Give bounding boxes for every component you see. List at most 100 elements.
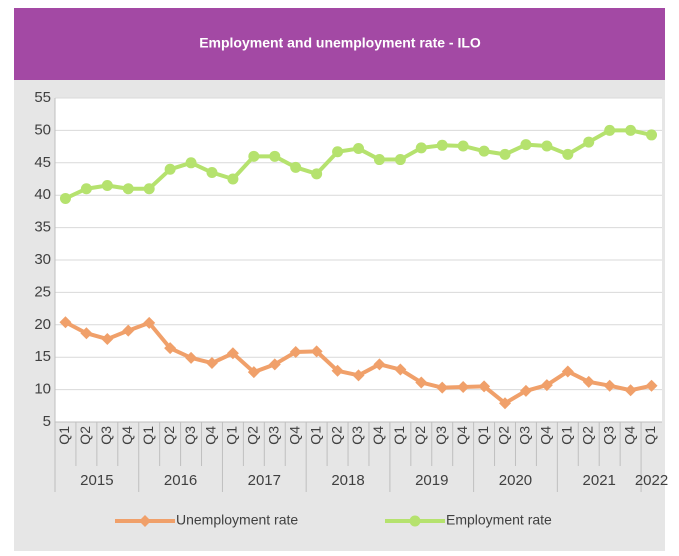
data-point [164, 163, 176, 175]
x-tick-label: Q3 [433, 426, 449, 445]
data-point [540, 379, 553, 392]
data-point [331, 364, 344, 377]
legend-marker [409, 515, 421, 527]
data-point [101, 333, 114, 346]
data-point [645, 379, 658, 392]
data-point [205, 357, 218, 370]
x-tick-label: Q3 [349, 426, 365, 445]
data-point [373, 358, 386, 371]
data-point [478, 145, 490, 157]
data-point [59, 316, 72, 329]
y-tick-label: 10 [34, 381, 51, 398]
y-tick-label: 25 [34, 283, 51, 300]
title-banner [14, 8, 665, 80]
data-point [122, 324, 135, 337]
data-point [332, 146, 344, 158]
x-tick-label: Q2 [77, 426, 93, 445]
x-tick-label: Q4 [203, 426, 219, 445]
x-group-label: 2016 [164, 472, 197, 489]
x-tick-label: Q4 [621, 426, 637, 445]
data-point [519, 384, 532, 397]
data-point [311, 168, 323, 180]
data-point [394, 363, 407, 376]
x-tick-label: Q4 [538, 426, 554, 445]
data-point [352, 369, 365, 382]
data-point [582, 375, 595, 388]
x-tick-label: Q2 [412, 426, 428, 445]
data-point [541, 140, 553, 152]
x-tick-label: Q1 [224, 426, 240, 445]
x-tick-label: Q1 [140, 426, 156, 445]
y-tick-label: 45 [34, 154, 51, 171]
x-tick-label: Q1 [391, 426, 407, 445]
data-point [561, 365, 574, 378]
x-tick-label: Q4 [370, 426, 386, 445]
data-point [80, 183, 92, 195]
y-tick-label: 30 [34, 251, 51, 268]
data-point [248, 150, 260, 162]
data-point [122, 183, 134, 195]
data-point [394, 154, 406, 166]
data-point [247, 366, 260, 379]
x-tick-label: Q4 [454, 426, 470, 445]
x-group-label: 2022 [635, 472, 668, 489]
chart-title: Employment and unemployment rate - ILO [199, 35, 481, 51]
data-point [185, 157, 197, 169]
x-tick-label: Q1 [475, 426, 491, 445]
data-point [436, 139, 448, 151]
x-group-label: 2019 [415, 472, 448, 489]
x-tick-label: Q4 [286, 426, 302, 445]
x-group-label: 2020 [499, 472, 532, 489]
legend-label: Unemployment rate [176, 512, 298, 528]
x-group-label: 2018 [331, 472, 364, 489]
data-point [520, 139, 532, 151]
x-tick-label: Q1 [307, 426, 323, 445]
x-tick-label: Q1 [642, 426, 658, 445]
data-point [603, 379, 616, 392]
y-tick-label: 20 [34, 316, 51, 333]
data-point [373, 154, 385, 166]
data-point [499, 397, 512, 410]
x-tick-label: Q2 [579, 426, 595, 445]
data-point [143, 183, 155, 195]
data-point [457, 381, 470, 394]
x-group-label: 2015 [80, 472, 113, 489]
data-point [227, 173, 239, 185]
data-point [310, 345, 323, 358]
data-point [604, 124, 616, 136]
y-tick-label: 35 [34, 219, 51, 236]
y-tick-label: 40 [34, 186, 51, 203]
x-tick-label: Q2 [161, 426, 177, 445]
data-point [80, 327, 93, 340]
legend-label: Employment rate [446, 512, 552, 528]
data-point [226, 347, 239, 360]
data-point [59, 192, 71, 204]
y-tick-label: 55 [34, 89, 51, 106]
data-point [457, 140, 469, 152]
x-tick-label: Q1 [559, 426, 575, 445]
x-tick-label: Q2 [245, 426, 261, 445]
data-point [624, 384, 637, 397]
data-point [289, 346, 302, 359]
x-group-label: 2021 [583, 472, 616, 489]
x-tick-label: Q3 [517, 426, 533, 445]
data-point [625, 124, 637, 136]
data-point [269, 150, 281, 162]
x-tick-label: Q2 [328, 426, 344, 445]
x-tick-label: Q3 [98, 426, 114, 445]
legend-marker [139, 515, 151, 527]
data-point [290, 161, 302, 173]
y-tick-label: 15 [34, 348, 51, 365]
data-point [101, 179, 113, 191]
data-point [562, 148, 574, 160]
data-point [499, 148, 511, 160]
data-point [415, 376, 428, 389]
data-point [353, 143, 364, 155]
x-tick-label: Q3 [265, 426, 281, 445]
data-point [436, 381, 449, 394]
x-group-label: 2017 [248, 472, 281, 489]
data-point [646, 129, 658, 141]
data-point [478, 380, 491, 393]
